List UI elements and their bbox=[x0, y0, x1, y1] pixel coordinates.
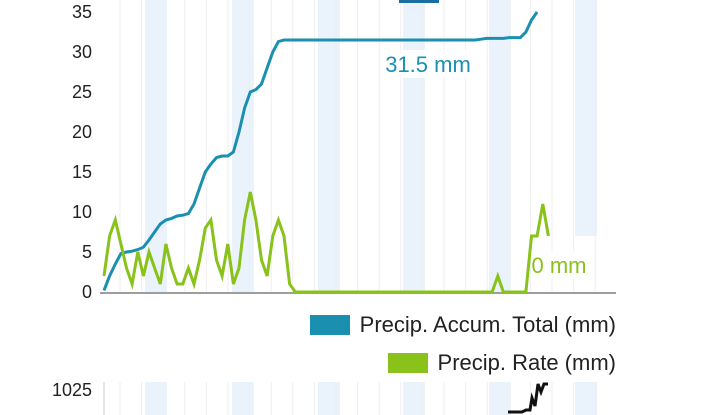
legend-swatch-rate bbox=[387, 353, 428, 373]
band-3 bbox=[403, 0, 425, 292]
value-label-bg bbox=[383, 50, 473, 78]
y-tick-label: 30 bbox=[72, 42, 92, 62]
series-rate-line bbox=[102, 191, 550, 294]
value-label-bg bbox=[532, 251, 586, 279]
band-lower-5 bbox=[575, 382, 597, 415]
y-tick-label: 25 bbox=[72, 82, 92, 102]
pressure-chart-preview: 10 25 bbox=[52, 0, 548, 415]
band-4 bbox=[489, 0, 511, 292]
y-tick-label: 10 bbox=[72, 202, 92, 222]
band-lower-2 bbox=[318, 382, 340, 415]
y-tick-label: 0 bbox=[82, 282, 92, 302]
value-label: 0 mm bbox=[532, 253, 587, 278]
band-2 bbox=[318, 0, 340, 292]
y-tick-label: 35 bbox=[72, 2, 92, 22]
legend-label-accum: Precip. Accum. Total (mm) bbox=[359, 312, 616, 337]
band-5 bbox=[575, 0, 597, 292]
value-label: 31.5 mm bbox=[385, 52, 471, 77]
top-legend-marker bbox=[399, 0, 439, 3]
band-lower-3 bbox=[403, 382, 425, 415]
y-tick-labels: 35 30 25 20 15 10 5 0 bbox=[72, 2, 92, 302]
legend-swatch-accum bbox=[309, 315, 350, 335]
lower-y-tick-label: 1025 bbox=[52, 380, 92, 400]
band-0 bbox=[145, 0, 167, 292]
pressure-line bbox=[508, 382, 548, 414]
band-lower-0 bbox=[145, 382, 167, 415]
band-lower-1 bbox=[232, 382, 254, 415]
y-tick-label: 15 bbox=[72, 162, 92, 182]
series-accum-total-line bbox=[102, 11, 539, 291]
y-tick-label: 20 bbox=[72, 122, 92, 142]
legend-item-accum: Precip. Accum. Total (mm) bbox=[309, 312, 616, 338]
y-tick-label: 5 bbox=[82, 242, 92, 262]
legend-item-rate: Precip. Rate (mm) bbox=[387, 350, 616, 376]
legend-label-rate: Precip. Rate (mm) bbox=[437, 350, 616, 375]
value-labels: 31.5 mm 0 mm bbox=[383, 50, 587, 279]
band-1 bbox=[232, 0, 254, 292]
band-lower-4 bbox=[489, 382, 511, 415]
